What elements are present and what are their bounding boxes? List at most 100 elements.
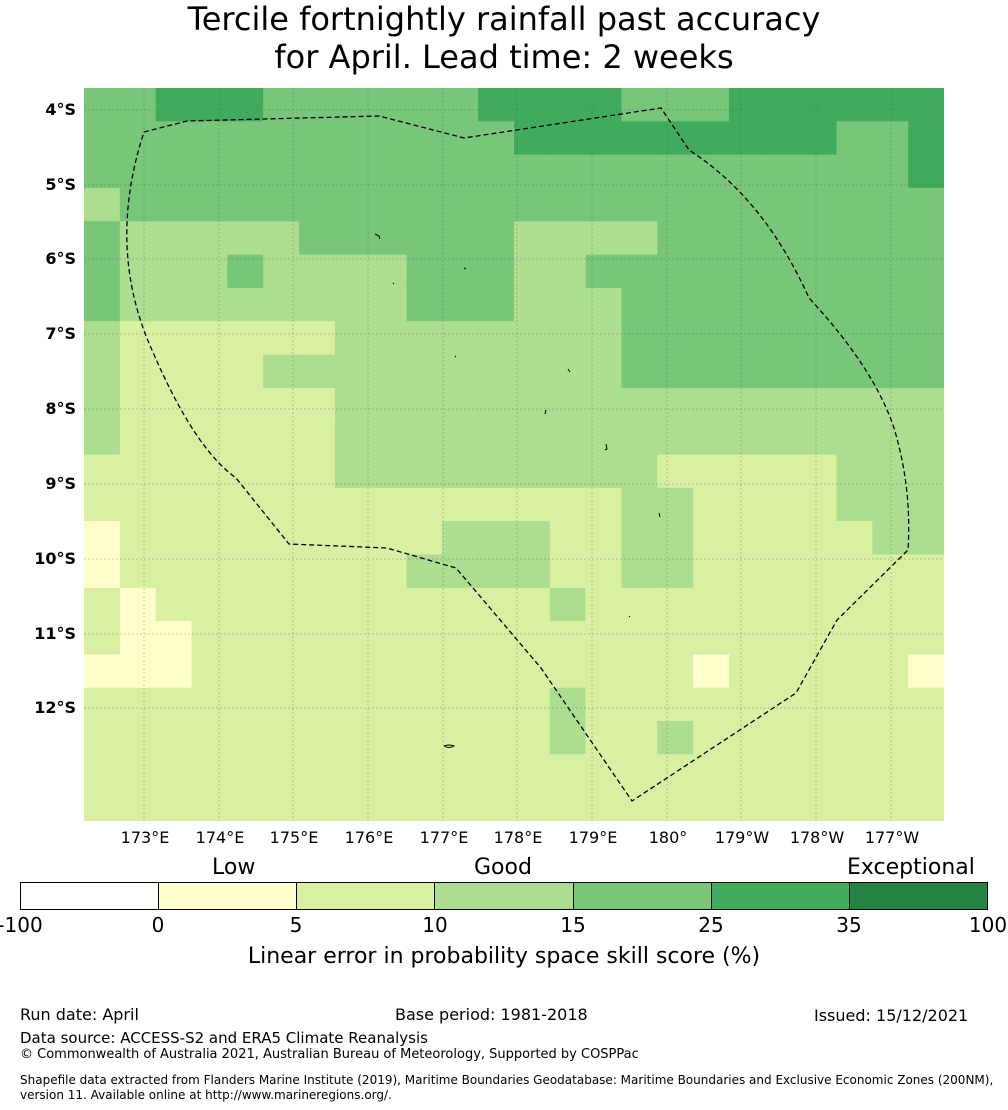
skill-cell [908,321,944,356]
skill-cell [729,721,766,755]
skill-cell [442,121,479,156]
skill-cell [693,421,730,456]
skill-cell [334,654,372,689]
skill-cell [514,621,551,656]
skill-cell [191,421,228,456]
skill-cell [621,187,658,222]
skill-cell [442,621,479,656]
skill-cell [155,387,193,422]
skill-cell [872,88,909,122]
skill-cell [693,88,730,122]
skill-cell [370,587,408,622]
skill-cell [155,121,193,156]
skill-cell [621,787,658,821]
skill-cell [693,354,730,389]
title-line-1: Tercile fortnightly rainfall past accura… [187,0,821,38]
skill-cell [334,221,372,256]
skill-cell [800,88,838,122]
skill-cell [406,421,443,456]
skill-cell [334,187,372,222]
skill-cell [84,587,121,622]
skill-cell [442,154,479,189]
lon-label: 178°W [789,828,845,847]
skill-cell [585,554,623,589]
skill-cell [263,454,300,489]
skill-cell [406,121,443,156]
skill-cell [442,521,479,556]
skill-cell [299,721,336,755]
skill-cell [800,554,838,589]
skill-cell [800,787,838,821]
skill-cell [729,521,766,556]
lon-label: 178°E [493,828,543,847]
skill-cell [764,654,802,689]
skill-cell [119,287,157,322]
skill-cell [263,387,300,422]
skill-cell [836,421,873,456]
lon-label: 173°E [120,828,170,847]
skill-cell [263,88,300,122]
skill-cell [908,787,944,821]
skill-cell [585,487,623,522]
skill-cell [693,154,730,189]
skill-cell [478,154,515,189]
skill-cell [406,487,443,522]
skill-cell [908,121,944,156]
skill-cell [514,421,551,456]
skill-cell [621,321,658,356]
skill-cell [549,687,587,722]
skill-cell [908,221,944,256]
skill-cell [585,121,623,156]
skill-cell [657,121,694,156]
skill-cell [227,354,264,389]
skill-cell [263,154,300,189]
skill-cell [119,354,157,389]
skill-cell [836,687,873,722]
skill-cell [800,621,838,656]
skill-cell [299,88,336,122]
skill-cell [908,487,944,522]
colorbar-label: Linear error in probability space skill … [247,944,761,969]
skill-cell [84,187,121,222]
skill-cell [442,321,479,356]
skill-cell [908,754,944,789]
skill-cell [334,687,372,722]
skill-cell [299,554,336,589]
skill-cell [908,287,944,322]
skill-cell [729,154,766,189]
skill-cell [621,121,658,156]
skill-cell [800,254,838,289]
skill-cell [800,654,838,689]
skill-cell [263,321,300,356]
skill-cell [729,621,766,656]
skill-cell [478,654,515,689]
skill-cell [406,221,443,256]
skill-cell [800,521,838,556]
skill-cell [729,487,766,522]
skill-cell [729,421,766,456]
skill-cell [549,787,587,821]
skill-cell [908,554,944,589]
skill-cell [334,121,372,156]
skill-cell [478,487,515,522]
lon-label: 179°W [714,828,770,847]
skill-cell [621,721,658,755]
skill-cell [800,754,838,789]
skill-cell [119,421,157,456]
skill-cell [621,387,658,422]
skill-cell [729,787,766,821]
skill-cell [729,354,766,389]
skill-cell [442,221,479,256]
skill-cell [872,454,909,489]
skill-cell [836,787,873,821]
skill-cell [191,721,228,755]
skill-cell [585,654,623,689]
skill-cell [370,121,408,156]
skill-cell [442,687,479,722]
skill-cell [657,454,694,489]
skill-cell [119,221,157,256]
skill-cell [549,721,587,755]
skill-cell [299,121,336,156]
skill-cell [155,421,193,456]
skill-cell [299,621,336,656]
